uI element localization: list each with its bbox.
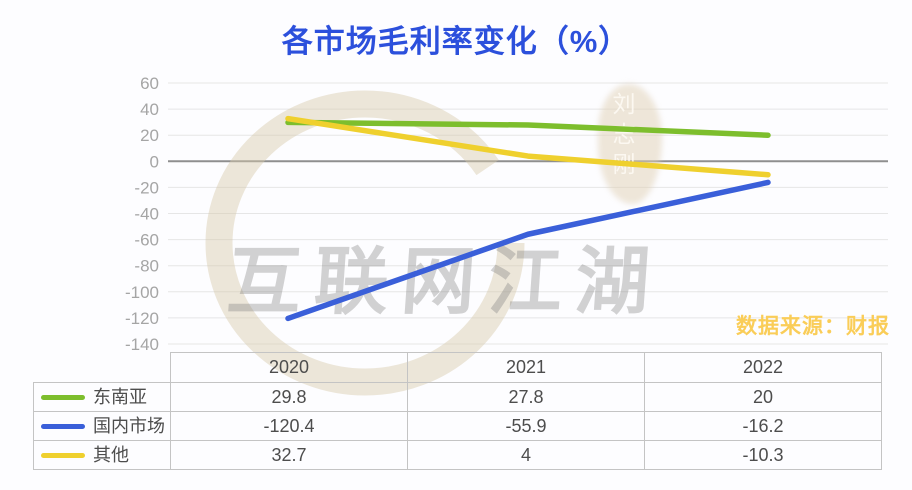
table-cell: -55.9 bbox=[407, 411, 645, 441]
legend-line-swatch bbox=[41, 394, 85, 400]
chart-title: 各市场毛利率变化（%） bbox=[281, 24, 631, 59]
table-cell: 27.8 bbox=[407, 382, 645, 412]
row-label-cell: 国内市场 bbox=[33, 411, 171, 441]
table-row: 国内市场 -120.4 -55.9 -16.2 bbox=[33, 411, 882, 441]
table-header-cell: 2021 bbox=[407, 352, 645, 383]
data-source-note: 数据来源：财报 bbox=[736, 315, 890, 338]
legend-line-swatch bbox=[41, 423, 85, 429]
y-axis-tick-label: -40 bbox=[134, 205, 159, 224]
row-label: 国内市场 bbox=[93, 416, 165, 436]
table-header-row: 2020 2021 2022 bbox=[34, 352, 882, 383]
table-cell: -10.3 bbox=[644, 440, 882, 470]
table-cell: 4 bbox=[407, 440, 645, 470]
watermark-text: 互联网江湖 bbox=[224, 239, 666, 325]
y-axis-tick-label: -20 bbox=[134, 178, 159, 197]
y-axis-tick-label: 20 bbox=[140, 126, 159, 145]
table-header-cell: 2020 bbox=[170, 352, 408, 383]
y-axis-tick-label: 0 bbox=[150, 152, 159, 171]
row-label: 其他 bbox=[93, 445, 129, 465]
table-cell: 29.8 bbox=[170, 382, 408, 412]
row-label-cell: 其他 bbox=[33, 440, 171, 470]
y-axis-tick-label: 60 bbox=[140, 74, 159, 93]
table-header-blank-cell bbox=[34, 353, 171, 383]
series-line-0 bbox=[285, 119, 771, 138]
series-line-1 bbox=[285, 179, 771, 322]
y-axis-tick-label: -100 bbox=[125, 283, 159, 302]
watermark-stamp bbox=[598, 84, 662, 204]
watermark-ring-arc bbox=[205, 90, 525, 396]
table-cell: 32.7 bbox=[170, 440, 408, 470]
legend-line-swatch bbox=[41, 452, 85, 458]
table-row: 其他 32.7 4 -10.3 bbox=[33, 440, 882, 470]
table-cell: -120.4 bbox=[170, 411, 408, 441]
table-cell: 20 bbox=[644, 382, 882, 412]
table-row: 东南亚 29.8 27.8 20 bbox=[33, 382, 882, 412]
watermark-stamp-text: 刘志刚 bbox=[608, 92, 634, 182]
data-table: 2020 2021 2022 东南亚 29.8 27.8 20 国内市场 - bbox=[33, 352, 882, 470]
y-axis-tick-label: -60 bbox=[134, 231, 159, 250]
table-header-cell: 2022 bbox=[644, 352, 882, 383]
series-line-2 bbox=[285, 115, 771, 178]
y-axis-tick-label: -80 bbox=[134, 257, 159, 276]
table-cell: -16.2 bbox=[644, 411, 882, 441]
row-label-cell: 东南亚 bbox=[33, 382, 171, 412]
row-label: 东南亚 bbox=[93, 387, 147, 407]
y-axis-tick-label: 40 bbox=[140, 100, 159, 119]
y-axis-tick-label: -120 bbox=[125, 309, 159, 328]
